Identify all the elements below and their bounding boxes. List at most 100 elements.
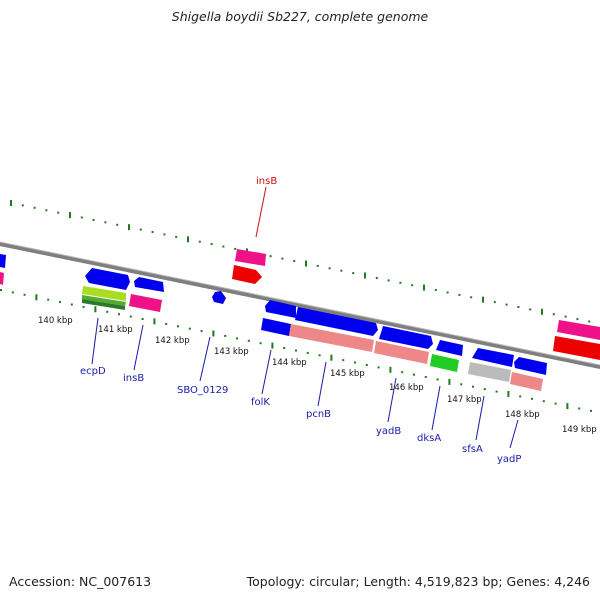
minor-tick bbox=[47, 298, 50, 301]
is-element-top-insB-red[interactable] bbox=[232, 265, 262, 284]
minor-tick bbox=[283, 347, 286, 349]
gene-label-yadP[interactable]: yadP bbox=[497, 454, 521, 465]
gene-arrow-SBO_0129[interactable] bbox=[212, 291, 226, 304]
major-tick bbox=[423, 284, 425, 291]
minor-tick bbox=[0, 289, 2, 291]
gene-box-folK[interactable] bbox=[261, 318, 291, 336]
minor-tick bbox=[375, 277, 378, 279]
minor-tick bbox=[129, 315, 132, 318]
minor-tick bbox=[401, 371, 404, 374]
gene-arrow[interactable] bbox=[0, 254, 6, 268]
minor-tick bbox=[177, 325, 179, 328]
minor-tick bbox=[293, 260, 296, 262]
major-tick bbox=[187, 236, 189, 243]
minor-tick bbox=[80, 216, 83, 219]
gene-label-dksA[interactable]: dksA bbox=[417, 433, 441, 444]
minor-tick bbox=[141, 318, 144, 320]
major-tick bbox=[448, 378, 451, 385]
minor-tick bbox=[106, 310, 109, 313]
gene-label-top-insB[interactable]: insB bbox=[256, 176, 277, 187]
major-tick bbox=[389, 366, 392, 373]
minor-tick bbox=[247, 339, 250, 342]
kbp-label: 143 kbp bbox=[214, 347, 249, 357]
minor-tick bbox=[434, 289, 437, 291]
gene-labels: ecpD insB SBO_0129 folK pcnB yadB dksA s… bbox=[80, 366, 521, 465]
gene-box-yadP[interactable] bbox=[510, 372, 543, 391]
minor-tick bbox=[519, 395, 522, 398]
minor-tick bbox=[377, 366, 380, 369]
minor-tick bbox=[57, 211, 60, 214]
minor-tick bbox=[269, 255, 272, 258]
is-element-right[interactable] bbox=[557, 320, 600, 340]
minor-tick bbox=[424, 376, 427, 378]
is-element[interactable] bbox=[0, 272, 4, 285]
gene-label-SBO_0129[interactable]: SBO_0129 bbox=[177, 385, 228, 396]
kbp-label: 148 kbp bbox=[505, 410, 540, 420]
gene-label-ecpD[interactable]: ecpD bbox=[80, 366, 106, 377]
tick-row-upper bbox=[10, 200, 591, 323]
gene-arrow-yadB[interactable] bbox=[379, 326, 433, 349]
kbp-label: 147 kbp bbox=[447, 395, 482, 405]
kbp-label: 145 kbp bbox=[330, 369, 365, 379]
kbp-label: 142 kbp bbox=[155, 336, 190, 346]
gene-arrow-dksA[interactable] bbox=[436, 340, 463, 356]
is-element-insB[interactable] bbox=[129, 294, 162, 312]
minor-tick bbox=[139, 228, 142, 231]
kbp-labels: 140 kbp 141 kbp 142 kbp 143 kbp 144 kbp … bbox=[38, 316, 597, 435]
gene-arrow-upper-long[interactable] bbox=[295, 307, 378, 336]
major-tick bbox=[305, 260, 307, 267]
minor-tick bbox=[175, 235, 178, 238]
gene-label-sfsA[interactable]: sfsA bbox=[462, 444, 483, 455]
minor-tick bbox=[340, 269, 343, 272]
minor-tick bbox=[564, 315, 567, 318]
minor-tick bbox=[222, 245, 225, 248]
minor-tick bbox=[342, 359, 345, 362]
gene-box-ecpD-1[interactable] bbox=[82, 286, 126, 301]
gene-label-folK[interactable]: folK bbox=[251, 397, 270, 408]
kbp-label: 146 kbp bbox=[389, 383, 424, 393]
map-title: Shigella boydii Sb227, complete genome bbox=[171, 9, 429, 24]
minor-tick bbox=[295, 349, 297, 352]
minor-tick bbox=[281, 257, 284, 260]
minor-tick bbox=[576, 318, 579, 321]
minor-tick bbox=[517, 306, 520, 308]
gene-box-pcnB[interactable] bbox=[289, 324, 374, 352]
is-element-right-red[interactable] bbox=[553, 336, 600, 360]
minor-tick bbox=[446, 291, 449, 294]
gene-arrow-insB[interactable] bbox=[134, 277, 164, 292]
minor-tick bbox=[163, 233, 166, 236]
kbp-label: 144 kbp bbox=[272, 358, 307, 368]
gene-label-insB[interactable]: insB bbox=[123, 373, 144, 384]
minor-tick bbox=[21, 204, 24, 207]
is-element-top-insB[interactable] bbox=[235, 249, 266, 266]
gene-arrow-ecpD[interactable] bbox=[85, 268, 130, 290]
tick-row-lower bbox=[0, 289, 592, 412]
gene-arrow-yadP[interactable] bbox=[514, 357, 547, 375]
minor-tick bbox=[188, 327, 191, 330]
gene-box-dksA[interactable] bbox=[430, 354, 459, 372]
minor-tick bbox=[104, 221, 107, 224]
gene-label-yadB[interactable]: yadB bbox=[376, 426, 401, 437]
gene-arrow-folK-upper[interactable] bbox=[265, 300, 296, 318]
gene-label-pcnB[interactable]: pcnB bbox=[306, 409, 331, 420]
minor-tick bbox=[306, 351, 309, 354]
accession-text: Accession: NC_007613 bbox=[9, 574, 152, 589]
gene-box-sfsA[interactable] bbox=[468, 362, 511, 382]
minor-tick bbox=[165, 322, 168, 325]
gene-box-yadB[interactable] bbox=[374, 341, 429, 364]
gene-box-ecpD-2[interactable] bbox=[82, 295, 126, 306]
minor-tick bbox=[458, 293, 461, 296]
minor-tick bbox=[552, 313, 555, 316]
gene-arrow-sfsA[interactable] bbox=[472, 348, 514, 367]
major-tick bbox=[566, 403, 569, 410]
major-tick bbox=[153, 318, 156, 325]
minor-tick bbox=[578, 407, 581, 410]
minor-tick bbox=[224, 334, 227, 337]
major-tick bbox=[69, 212, 71, 219]
minor-tick bbox=[318, 354, 321, 357]
minor-tick bbox=[399, 281, 402, 284]
gene-box-ecpD-3[interactable] bbox=[82, 299, 125, 310]
label-lines bbox=[91, 317, 519, 449]
minor-tick bbox=[11, 291, 14, 294]
